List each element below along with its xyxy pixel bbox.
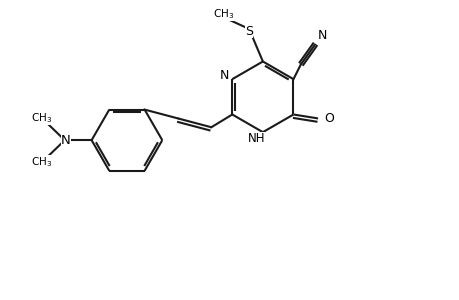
Text: CH$_3$: CH$_3$ xyxy=(212,7,233,21)
Text: N: N xyxy=(317,29,326,42)
Text: CH$_3$: CH$_3$ xyxy=(31,155,52,169)
Text: O: O xyxy=(323,112,333,125)
Text: NH: NH xyxy=(247,132,265,145)
Text: S: S xyxy=(245,25,252,38)
Text: CH$_3$: CH$_3$ xyxy=(31,111,52,125)
Text: N: N xyxy=(220,69,229,82)
Text: N: N xyxy=(61,134,71,147)
